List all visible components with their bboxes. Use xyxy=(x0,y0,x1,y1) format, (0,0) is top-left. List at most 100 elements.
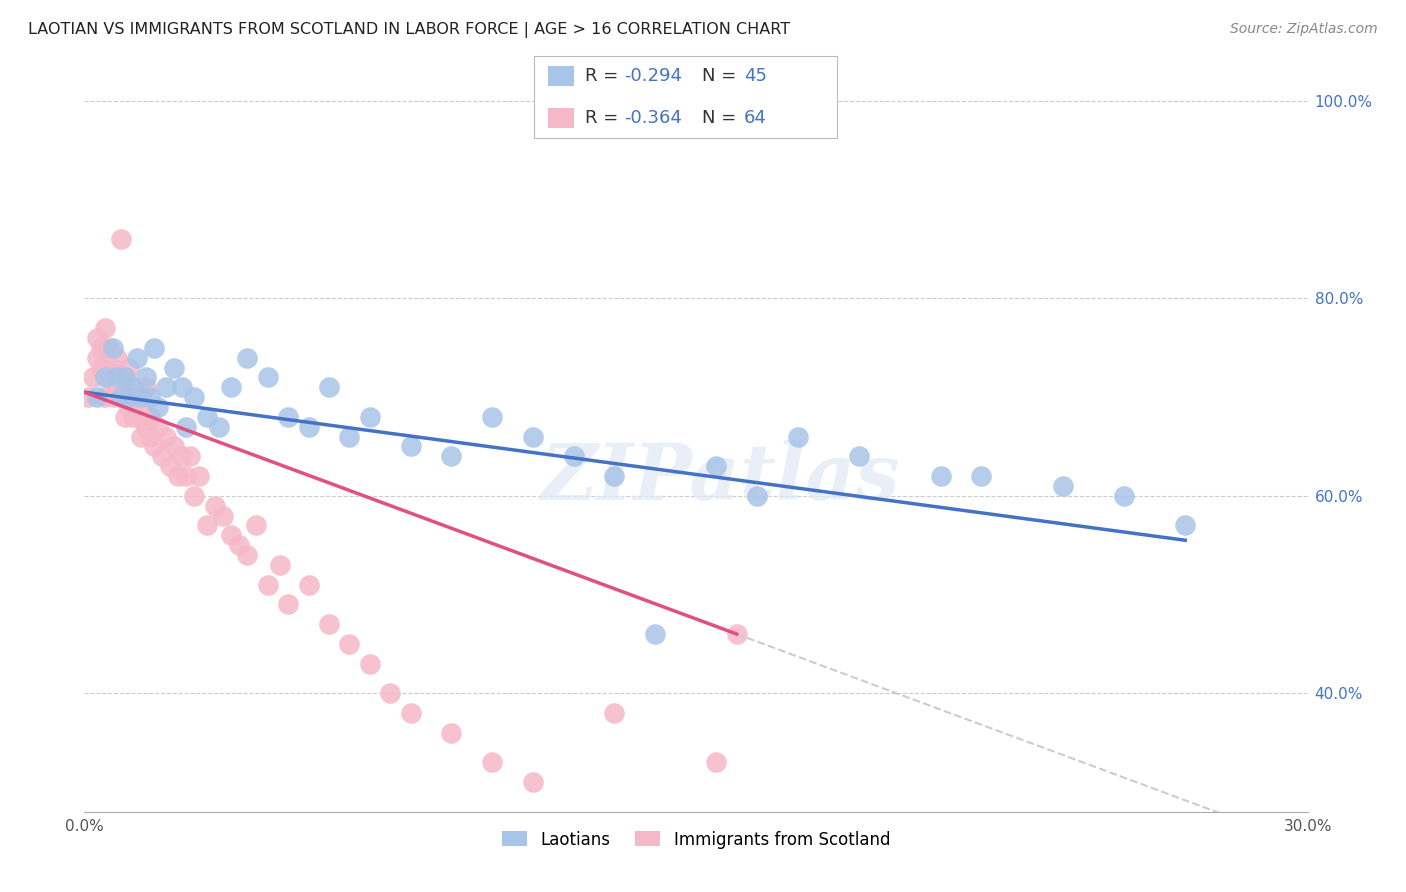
Point xyxy=(339,637,361,651)
Point xyxy=(339,429,361,443)
Text: N =: N = xyxy=(702,109,741,127)
Point xyxy=(236,351,259,365)
Point xyxy=(105,351,128,365)
Point xyxy=(174,419,197,434)
Point xyxy=(110,390,132,404)
Point xyxy=(135,419,157,434)
Point xyxy=(86,331,108,345)
Point xyxy=(114,409,136,424)
Point xyxy=(183,489,205,503)
Point xyxy=(131,390,153,404)
Point xyxy=(77,390,100,404)
Point xyxy=(101,341,124,355)
Point xyxy=(163,440,186,454)
Point xyxy=(562,450,585,464)
Point xyxy=(142,440,165,454)
Point xyxy=(236,548,259,562)
Point xyxy=(204,499,226,513)
Point xyxy=(93,390,115,404)
Point xyxy=(118,390,141,404)
Point xyxy=(481,756,503,770)
Point xyxy=(90,360,112,375)
Point xyxy=(118,360,141,375)
Point xyxy=(440,450,463,464)
Point xyxy=(1052,479,1074,493)
Point xyxy=(146,419,169,434)
Point xyxy=(138,429,160,443)
Point xyxy=(105,370,128,384)
Point xyxy=(257,577,280,591)
Point xyxy=(183,390,205,404)
Point xyxy=(110,390,132,404)
Point xyxy=(110,232,132,246)
Point xyxy=(1114,489,1136,503)
Point xyxy=(208,419,231,434)
Point xyxy=(228,538,250,552)
Point xyxy=(187,469,209,483)
Point xyxy=(122,380,145,394)
Point xyxy=(105,380,128,394)
Point xyxy=(481,409,503,424)
Point xyxy=(114,370,136,384)
Point xyxy=(97,370,120,384)
Point xyxy=(257,370,280,384)
Point xyxy=(269,558,291,572)
Point xyxy=(298,419,321,434)
Point xyxy=(127,351,149,365)
Point xyxy=(138,409,160,424)
Point xyxy=(399,706,422,720)
Point xyxy=(848,450,870,464)
Point xyxy=(86,390,108,404)
Point xyxy=(82,370,104,384)
Text: 64: 64 xyxy=(744,109,766,127)
Text: LAOTIAN VS IMMIGRANTS FROM SCOTLAND IN LABOR FORCE | AGE > 16 CORRELATION CHART: LAOTIAN VS IMMIGRANTS FROM SCOTLAND IN L… xyxy=(28,22,790,38)
Point xyxy=(929,469,952,483)
Point xyxy=(163,360,186,375)
Point xyxy=(135,370,157,384)
Point xyxy=(118,400,141,414)
Point xyxy=(155,429,177,443)
Point xyxy=(150,450,173,464)
Text: R =: R = xyxy=(585,67,624,85)
Point xyxy=(318,380,340,394)
Point xyxy=(212,508,235,523)
Point xyxy=(131,429,153,443)
Point xyxy=(172,380,194,394)
Text: -0.364: -0.364 xyxy=(624,109,682,127)
Point xyxy=(787,429,810,443)
Point xyxy=(219,528,242,542)
Point xyxy=(440,725,463,739)
Point xyxy=(380,686,402,700)
Text: 45: 45 xyxy=(744,67,766,85)
Point xyxy=(179,450,201,464)
Text: Source: ZipAtlas.com: Source: ZipAtlas.com xyxy=(1230,22,1378,37)
Point xyxy=(159,459,181,474)
Text: R =: R = xyxy=(585,109,624,127)
Point xyxy=(155,380,177,394)
Point xyxy=(277,598,299,612)
Point xyxy=(603,469,626,483)
Point xyxy=(138,390,160,404)
Point xyxy=(318,617,340,632)
Point xyxy=(167,469,190,483)
Point xyxy=(146,400,169,414)
Point xyxy=(706,756,728,770)
Point xyxy=(101,390,124,404)
Point xyxy=(114,370,136,384)
Point xyxy=(747,489,769,503)
Point xyxy=(172,450,194,464)
Text: ZIPatlas: ZIPatlas xyxy=(541,441,900,516)
Point xyxy=(97,341,120,355)
Point xyxy=(127,390,149,404)
Point xyxy=(142,341,165,355)
Point xyxy=(101,360,124,375)
Point xyxy=(122,409,145,424)
Point xyxy=(86,351,108,365)
Text: -0.294: -0.294 xyxy=(624,67,682,85)
Point xyxy=(603,706,626,720)
Point xyxy=(127,409,149,424)
Legend: Laotians, Immigrants from Scotland: Laotians, Immigrants from Scotland xyxy=(495,824,897,855)
Point xyxy=(522,429,544,443)
Point xyxy=(135,380,157,394)
Point xyxy=(245,518,267,533)
